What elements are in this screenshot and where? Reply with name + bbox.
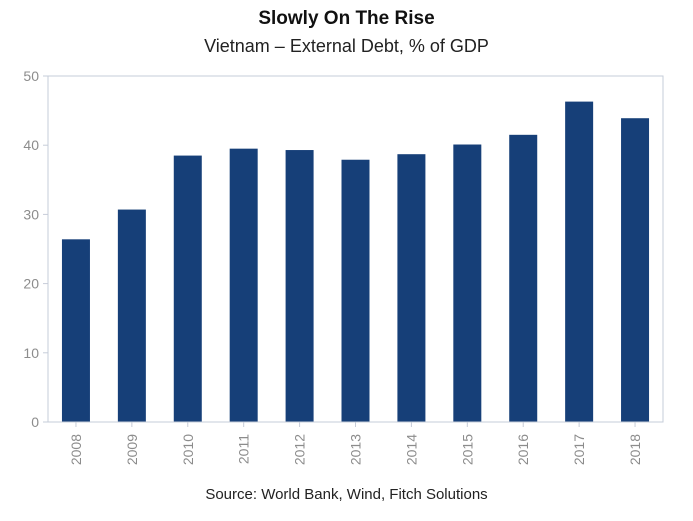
bar-2015 bbox=[453, 144, 482, 422]
bar-2014 bbox=[397, 154, 426, 423]
x-tick-label-2011: 2011 bbox=[236, 434, 252, 464]
y-tick-label: 40 bbox=[23, 137, 39, 153]
bar-2018 bbox=[621, 118, 650, 422]
bar-2017 bbox=[565, 101, 594, 422]
y-tick-label: 50 bbox=[23, 68, 39, 84]
y-tick-label: 10 bbox=[23, 345, 39, 361]
chart-subtitle: Vietnam – External Debt, % of GDP bbox=[204, 36, 489, 56]
x-tick-label-2016: 2016 bbox=[515, 434, 531, 465]
bar-2010 bbox=[173, 155, 202, 422]
x-tick-label-2015: 2015 bbox=[459, 434, 475, 465]
source-note: Source: World Bank, Wind, Fitch Solution… bbox=[205, 486, 488, 503]
x-tick-label-2018: 2018 bbox=[627, 434, 643, 465]
x-axis: 2008 2009 2010 2011 2012 2013 2014 2015 2016 2017… bbox=[68, 422, 643, 465]
bar-2009 bbox=[117, 209, 146, 422]
bar-2011 bbox=[229, 148, 258, 422]
bar-2013 bbox=[341, 159, 370, 422]
bar-series bbox=[61, 101, 650, 423]
y-tick-label: 0 bbox=[31, 414, 39, 430]
x-tick-label-2009: 2009 bbox=[124, 434, 140, 465]
x-tick-label-2012: 2012 bbox=[292, 434, 308, 465]
x-tick-label-2013: 2013 bbox=[348, 434, 364, 465]
x-tick-label-2017: 2017 bbox=[571, 434, 587, 465]
chart-title: Slowly On The Rise bbox=[258, 8, 435, 29]
bar-2012 bbox=[285, 150, 314, 422]
plot-frame bbox=[47, 75, 664, 423]
y-axis: 0 10 20 30 40 50 bbox=[23, 68, 48, 430]
bar-2008 bbox=[61, 239, 90, 422]
x-tick-label-2010: 2010 bbox=[180, 434, 196, 465]
x-tick-label-2014: 2014 bbox=[403, 434, 419, 465]
bar-2016 bbox=[509, 134, 538, 422]
y-tick-label: 20 bbox=[23, 276, 39, 292]
y-tick-label: 30 bbox=[23, 206, 39, 222]
x-tick-label-2008: 2008 bbox=[68, 434, 84, 465]
